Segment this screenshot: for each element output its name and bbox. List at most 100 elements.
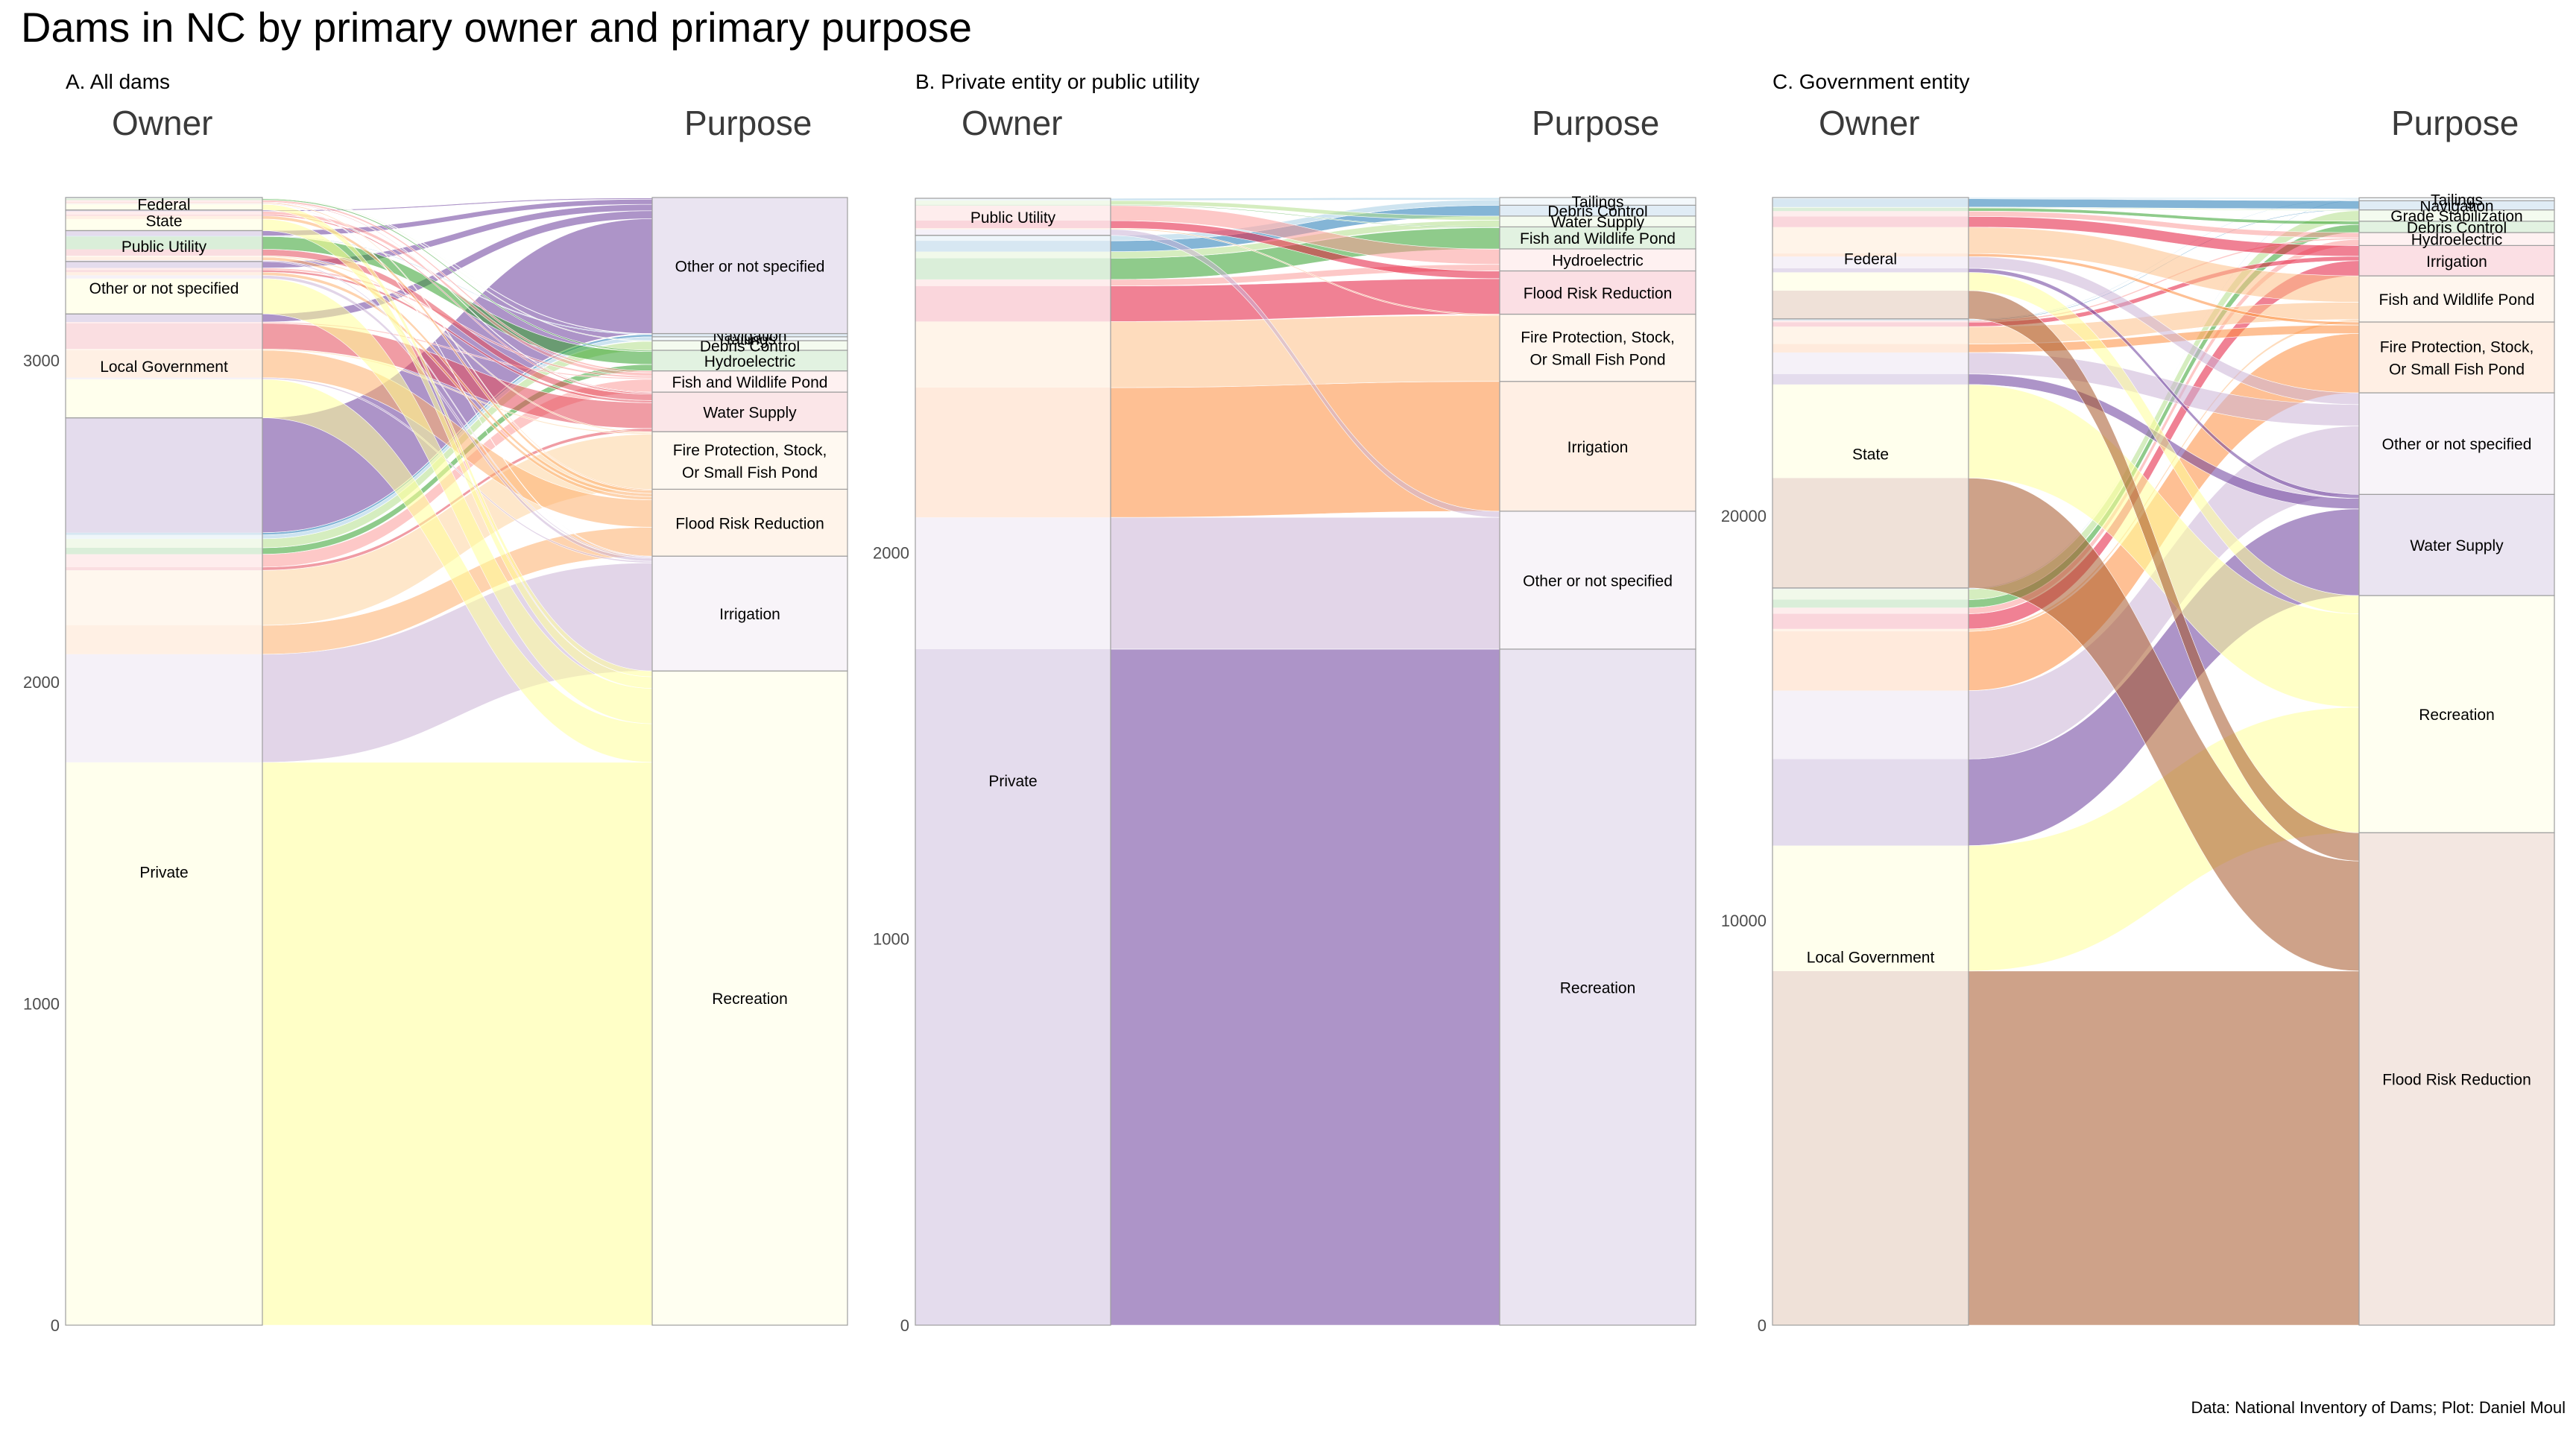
y-tick-label: 0 [900,1316,909,1335]
owner-label-local-government: Local Government [1807,949,1935,966]
owner-label-local-government: Local Government [100,358,228,376]
owner-segment-federal-other-or-not-specified [1772,256,1969,268]
purpose-label-other-or-not-specified: Other or not specified [2382,436,2532,453]
panel-b-subtitle: B. Private entity or public utility [915,70,1200,93]
owner-label-private: Private [988,773,1037,790]
owner-segment-state-recreation [66,218,262,231]
y-tick-label: 10000 [1721,912,1767,930]
y-tick-label: 1000 [873,930,909,949]
owner-segment-private-fish-and-wildlife-pond [66,554,262,567]
purpose-label-navigation: Navigation [2419,198,2493,215]
panel-c: 0 10000 20000 Local Government State Federal F… [1721,192,2555,1335]
purpose-label-water-supply: Water Supply [703,405,797,422]
panel-a-flows [262,197,653,1326]
owner-segment-private-water-supply [66,566,262,571]
owner-segment-public-utility-tailings [915,198,1111,201]
owner-segment-local-government-debris-control [1772,599,1969,608]
owner-segment-private-recreation [66,762,262,1325]
purpose-label-flood-risk-reduction: Flood Risk Reduction [2382,1072,2531,1089]
purpose-stratum-fire-protection-stock-or-small-fish-pond [651,431,848,490]
owner-segment-local-government-other-or-not-specified [1772,690,1969,759]
owner-segment-federal-recreation [1772,272,1969,291]
owner-segment-public-utility-hydroelectric [915,205,1111,221]
purpose-stratum-irrigation [1499,381,1696,512]
purpose-stratum-other-or-not-specified [2358,392,2555,495]
purpose-stratum-irrigation [651,555,848,672]
owner-segment-local-government-flood-risk-reduction [1772,970,1969,1325]
owner-segment-private-fire-protection-stock-or-small-fish-pond [915,321,1111,388]
owner-segment-private-hydroelectric [66,547,262,555]
purpose-label-recreation: Recreation [712,991,788,1008]
panel-b: 0 1000 2000 Private Public Utility Recreation… [873,194,1696,1335]
owner-segment-federal-debris-control [66,198,262,199]
owner-segment-local-government-tailings [1772,587,1969,590]
panel-a-purpose-header: Purpose [684,104,812,142]
owner-segment-local-government-fish-and-wildlife-pond [66,322,262,323]
purpose-label-irrigation: Irrigation [1568,439,1629,456]
owner-segment-federal-water-supply [1772,268,1969,273]
purpose-stratum-recreation [2358,595,2555,833]
owner-segment-state-flood-risk-reduction [1772,478,1969,588]
owner-segment-state-hydroelectric [1772,320,1969,323]
owner-segment-federal-hydroelectric [66,198,262,200]
flow-private-to-irrigation [1110,381,1500,518]
chart-title: Dams in NC by primary owner and primary … [21,4,972,51]
owner-segment-public-utility-flood-risk-reduction [915,220,1111,229]
owner-segment-federal-debris-control [1772,207,1969,212]
purpose-label-hydroelectric: Hydroelectric [1552,253,1644,270]
owner-segment-federal-hydroelectric [1772,211,1969,217]
purpose-label-hydroelectric: Hydroelectric [704,353,796,370]
purpose-stratum-recreation [1499,648,1696,1326]
purpose-label-fish-and-wildlife-pond: Fish and Wildlife Pond [672,374,828,391]
owner-segment-private-flood-risk-reduction [66,625,262,654]
panel-b-flows [1110,197,1500,1326]
purpose-label-recreation: Recreation [1560,979,1636,996]
owner-segment-public-utility-water-supply [915,200,1111,205]
owner-segment-federal-fire-protection-stock-or-small-fish-pond [1772,253,1969,257]
purpose-stratum-tailings [2358,197,2555,201]
owner-segment-public-utility-hydroelectric [66,236,262,250]
purpose-label-flood-risk-reduction: Flood Risk Reduction [675,515,824,532]
purpose-label-debris-control: Debris Control [2407,219,2507,236]
purpose-label-water-supply: Water Supply [1551,214,1645,231]
panel-b-owner-header: Owner [962,104,1063,142]
owner-stratum-public-utility [915,198,1111,236]
owner-label-federal: Federal [137,196,190,213]
panel-a: 0 1000 2000 3000 Private Local Government Othe… [23,196,848,1335]
panel-b-purpose-header: Purpose [1532,104,1660,142]
owner-segment-local-government-irrigation [66,377,262,379]
panel-a-subtitle: A. All dams [66,70,171,93]
owner-segment-local-government-other-or-not-specified [66,314,262,323]
owner-segment-state-fish-and-wildlife-pond [1772,326,1969,344]
purpose-label-other-or-not-specified: Other or not specified [1523,572,1673,590]
purpose-label-debris-control: Debris Control [700,338,800,356]
purpose-stratum-flood-risk-reduction [651,488,848,557]
owner-label-other-or-not-specified: Other or not specified [89,280,239,297]
owner-segment-public-utility-water-supply [66,249,262,256]
owner-segment-federal-water-supply [66,202,262,203]
owner-segment-local-government-flood-risk-reduction [66,350,262,378]
purpose-label-fire-protection-stock-or-small-fish-pond: Or Small Fish Pond [1530,352,1665,369]
owner-segment-public-utility-fire-protection-stock-or-small-fish-pond [915,228,1111,230]
flow-local-government-to-flood-risk-reduction [1968,970,2360,1326]
purpose-label-hydroelectric: Hydroelectric [2411,232,2503,249]
y-tick-label: 2000 [873,543,909,562]
owner-segment-local-government-water-supply [66,323,262,350]
purpose-label-other-or-not-specified: Other or not specified [675,258,825,275]
owner-segment-private-water-supply [915,251,1111,259]
owner-label-state: State [145,213,182,230]
purpose-stratum-fire-protection-stock-or-small-fish-pond [1499,313,1696,382]
panel-a-owner-segments [66,198,262,1325]
purpose-label-irrigation: Irrigation [2426,253,2487,271]
owner-segment-state-recreation [1772,384,1969,478]
owner-segment-other-or-not-specified-irrigation [66,275,262,279]
owner-segment-other-or-not-specified-other-or-not-specified [66,261,262,268]
owner-segment-state-other-or-not-specified [1772,352,1969,374]
flow-private-to-recreation [262,762,653,1326]
purpose-label-tailings: Tailings [1571,194,1623,211]
y-tick-label: 20000 [1721,507,1767,525]
purpose-label-fish-and-wildlife-pond: Fish and Wildlife Pond [2379,291,2535,309]
owner-segment-private-tailings [915,235,1111,241]
owner-segment-federal-irrigation [66,203,262,205]
